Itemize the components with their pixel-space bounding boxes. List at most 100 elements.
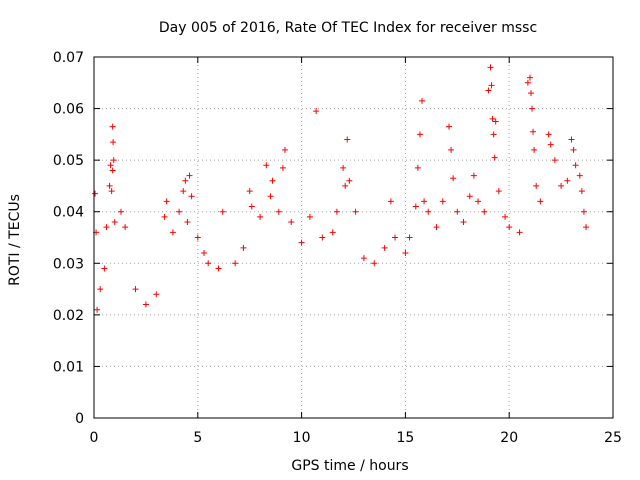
points-layer: [92, 64, 590, 313]
data-point: [406, 234, 413, 241]
data-point: [412, 203, 419, 210]
data-point: [488, 82, 495, 89]
data-point: [107, 162, 114, 169]
y-tick-label: 0.01: [53, 359, 84, 375]
data-point: [110, 139, 117, 146]
chart-title: Day 005 of 2016, Rate Of TEC Index for r…: [159, 20, 537, 36]
x-tick-label: 5: [193, 430, 202, 446]
data-point: [416, 131, 423, 138]
data-point: [547, 141, 554, 148]
data-point: [531, 146, 538, 153]
data-point: [491, 154, 498, 161]
data-point: [110, 157, 117, 164]
data-point: [481, 208, 488, 215]
data-point: [248, 203, 255, 210]
data-point: [109, 123, 116, 130]
data-point: [340, 164, 347, 171]
data-point: [490, 131, 497, 138]
data-point: [454, 208, 461, 215]
x-tick-label: 15: [396, 430, 414, 446]
data-point: [188, 193, 195, 200]
data-point: [495, 188, 502, 195]
data-point: [502, 213, 509, 220]
data-point: [527, 90, 534, 97]
data-point: [184, 219, 191, 226]
data-point: [551, 157, 558, 164]
data-point: [201, 249, 208, 256]
data-point: [414, 164, 421, 171]
data-point: [558, 182, 565, 189]
data-point: [392, 234, 399, 241]
data-point: [288, 219, 295, 226]
data-point: [421, 198, 428, 205]
data-point: [371, 260, 378, 267]
data-point: [572, 162, 579, 169]
data-point: [306, 213, 313, 220]
data-point: [346, 177, 353, 184]
data-point: [583, 224, 590, 231]
data-point: [194, 234, 201, 241]
data-point: [352, 208, 359, 215]
data-point: [111, 219, 118, 226]
data-point: [344, 136, 351, 143]
data-point: [445, 123, 452, 130]
plot-frame: [93, 56, 614, 419]
data-point: [489, 115, 496, 122]
data-point: [319, 234, 326, 241]
data-point: [485, 87, 492, 94]
y-tick-label: 0.05: [53, 153, 84, 169]
data-point: [219, 208, 226, 215]
data-point: [103, 224, 110, 231]
data-point: [492, 118, 499, 125]
data-point: [329, 229, 336, 236]
data-point: [232, 260, 239, 267]
x-tick-label: 10: [293, 430, 311, 446]
data-point: [109, 167, 116, 174]
data-point: [92, 190, 99, 197]
data-point: [182, 177, 189, 184]
data-point: [97, 286, 104, 293]
data-point: [526, 74, 533, 81]
data-point: [240, 244, 247, 251]
data-point: [101, 265, 108, 272]
data-point: [281, 146, 288, 153]
data-point: [169, 229, 176, 236]
data-point: [448, 146, 455, 153]
x-tick-label: 25: [604, 430, 622, 446]
data-point: [161, 213, 168, 220]
data-point: [570, 146, 577, 153]
data-point: [545, 131, 552, 138]
data-point: [94, 306, 101, 313]
y-tick-label: 0.07: [53, 50, 84, 66]
data-point: [576, 172, 583, 179]
data-point: [530, 128, 537, 135]
y-tick-label: 0.04: [53, 205, 84, 221]
x-tick-label: 20: [500, 430, 518, 446]
data-point: [163, 198, 170, 205]
data-point: [122, 224, 129, 231]
data-point: [275, 208, 282, 215]
data-point: [537, 198, 544, 205]
data-point: [153, 291, 160, 298]
data-point: [176, 208, 183, 215]
data-point: [402, 249, 409, 256]
data-point: [267, 193, 274, 200]
data-point: [132, 286, 139, 293]
ticks-layer: 0 5 10 15 20 25 0 0.01 0.02 0.03 0.04 0.05 0.06 0.07: [53, 50, 622, 446]
data-point: [524, 79, 531, 86]
data-point: [487, 64, 494, 71]
data-point: [568, 136, 575, 143]
data-point: [106, 182, 113, 189]
y-tick-label: 0.03: [53, 256, 84, 272]
data-point: [215, 265, 222, 272]
data-point: [425, 208, 432, 215]
y-tick-label: 0.02: [53, 308, 84, 324]
data-point: [578, 188, 585, 195]
y-tick-label: 0: [75, 411, 84, 427]
data-point: [533, 182, 540, 189]
data-point: [246, 188, 253, 195]
x-axis-label: GPS time / hours: [291, 458, 408, 474]
